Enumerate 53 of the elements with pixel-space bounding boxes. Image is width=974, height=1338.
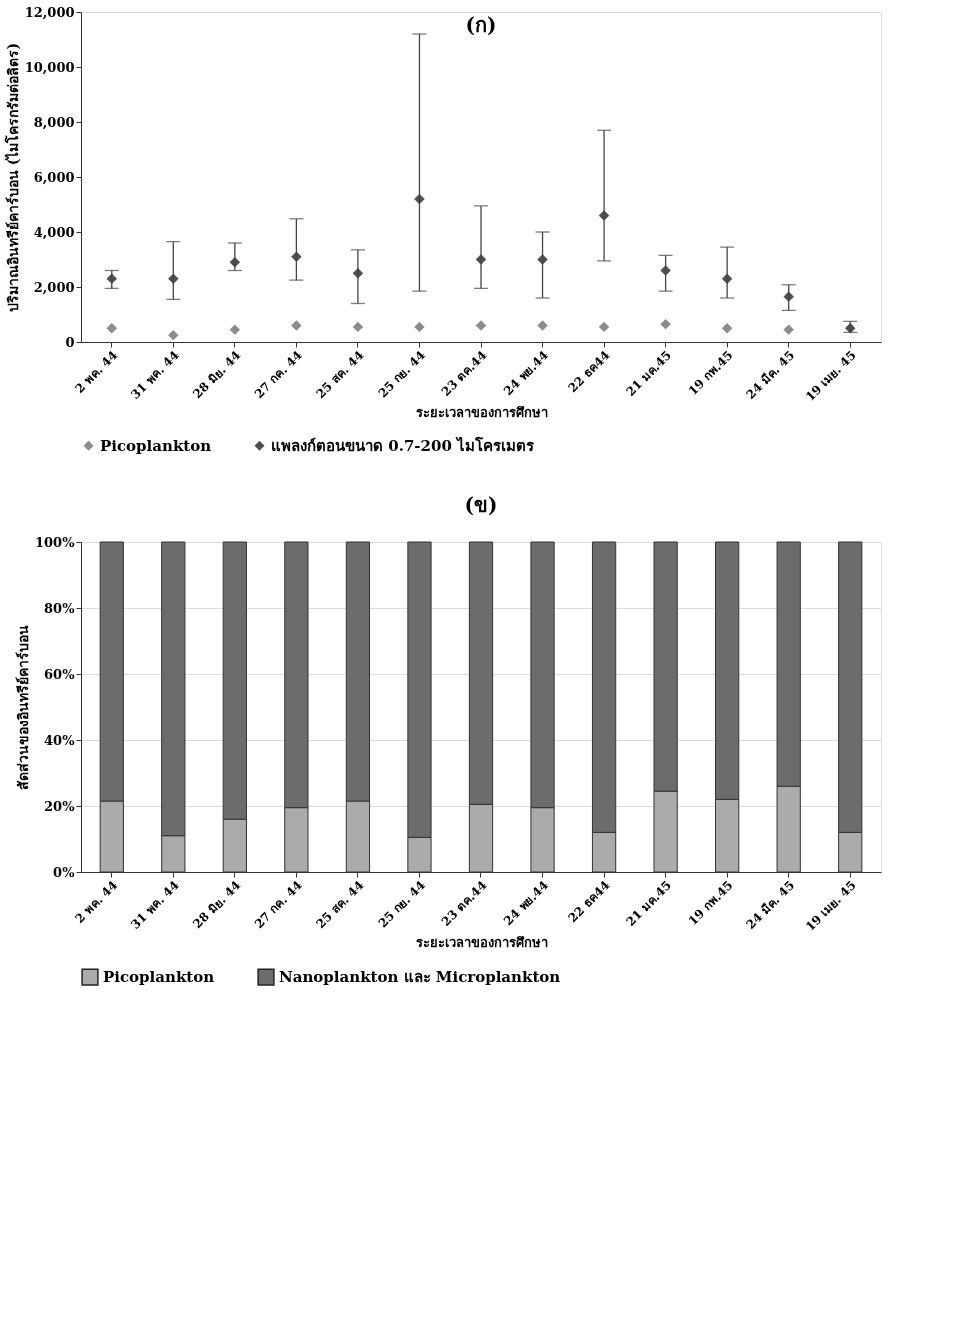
point xyxy=(537,254,548,265)
x-axis-title: ระยะเวลาของการศึกษา xyxy=(415,405,548,421)
point xyxy=(598,321,610,333)
point xyxy=(352,321,364,333)
x-tick-label: 31 พค. 44 xyxy=(128,878,182,932)
x-axis-title: ระยะเวลาของการศึกษา xyxy=(415,935,548,951)
point xyxy=(106,323,118,334)
x-tick-label: 2 พค. 44 xyxy=(72,878,121,926)
point xyxy=(168,329,179,341)
x-tick-label: 19 เมย. 45 xyxy=(802,348,859,404)
y-tick-label: 6,000 xyxy=(33,169,75,185)
y-tick-label: 40% xyxy=(44,732,76,748)
point xyxy=(537,320,548,331)
y-tick-label: 2,000 xyxy=(33,279,75,295)
y-tick-label: 10,000 xyxy=(24,59,75,75)
x-tick-label: 2 พค. 44 xyxy=(72,348,121,396)
x-tick-label: 28 มิย. 44 xyxy=(190,348,244,402)
point xyxy=(229,324,241,335)
y-tick-label: 8,000 xyxy=(33,114,75,130)
y-tick-label: 0% xyxy=(53,864,76,880)
point xyxy=(414,321,425,333)
legend-label: Nanoplankton และ Microplankton xyxy=(279,968,561,987)
x-tick-label: 25 สค. 44 xyxy=(313,348,367,402)
point xyxy=(291,320,302,331)
point xyxy=(660,318,671,330)
x-tick-label: 27 กค. 44 xyxy=(251,348,305,402)
point xyxy=(783,324,794,335)
y-tick-label: 60% xyxy=(44,666,76,682)
y-axis-title: ปริมาณอินทรีย์คาร์บอน (ไมโครกรัมต่อลิตร) xyxy=(3,42,21,313)
x-tick-label: 27 กค. 44 xyxy=(251,878,305,932)
x-tick-label: 25 กย. 44 xyxy=(375,878,428,931)
point xyxy=(475,320,487,331)
y-tick-label: 0 xyxy=(65,334,75,350)
x-tick-label: 24 มีค. 45 xyxy=(743,348,798,402)
chart-title: (ก) xyxy=(465,13,497,37)
point xyxy=(721,323,733,334)
y-tick-label: 100% xyxy=(35,534,76,550)
x-tick-label: 25 กย. 44 xyxy=(375,348,428,401)
y-tick-label: 80% xyxy=(44,600,76,616)
y-tick-label: 12,000 xyxy=(24,4,75,20)
y-tick-label: 4,000 xyxy=(33,224,75,240)
x-tick-label: 24 มีค. 45 xyxy=(743,878,798,932)
y-tick-label: 20% xyxy=(44,798,76,814)
point xyxy=(660,265,671,276)
chart-title: (ข) xyxy=(464,493,498,517)
legend-label: Picoplankton xyxy=(103,968,215,987)
legend-label: แพลงก์ตอนขนาด 0.7-200 ไมโครเมตร xyxy=(271,435,536,455)
x-tick-label: 31 พค. 44 xyxy=(128,348,182,402)
x-tick-label: 28 มิย. 44 xyxy=(190,878,244,932)
x-tick-label: 25 สค. 44 xyxy=(313,878,367,932)
y-axis-title: สัดส่วนของอินทรีย์คาร์บอน xyxy=(15,625,32,790)
legend-label: Picoplankton xyxy=(100,436,212,455)
x-tick-label: 19 เมย. 45 xyxy=(802,878,859,934)
